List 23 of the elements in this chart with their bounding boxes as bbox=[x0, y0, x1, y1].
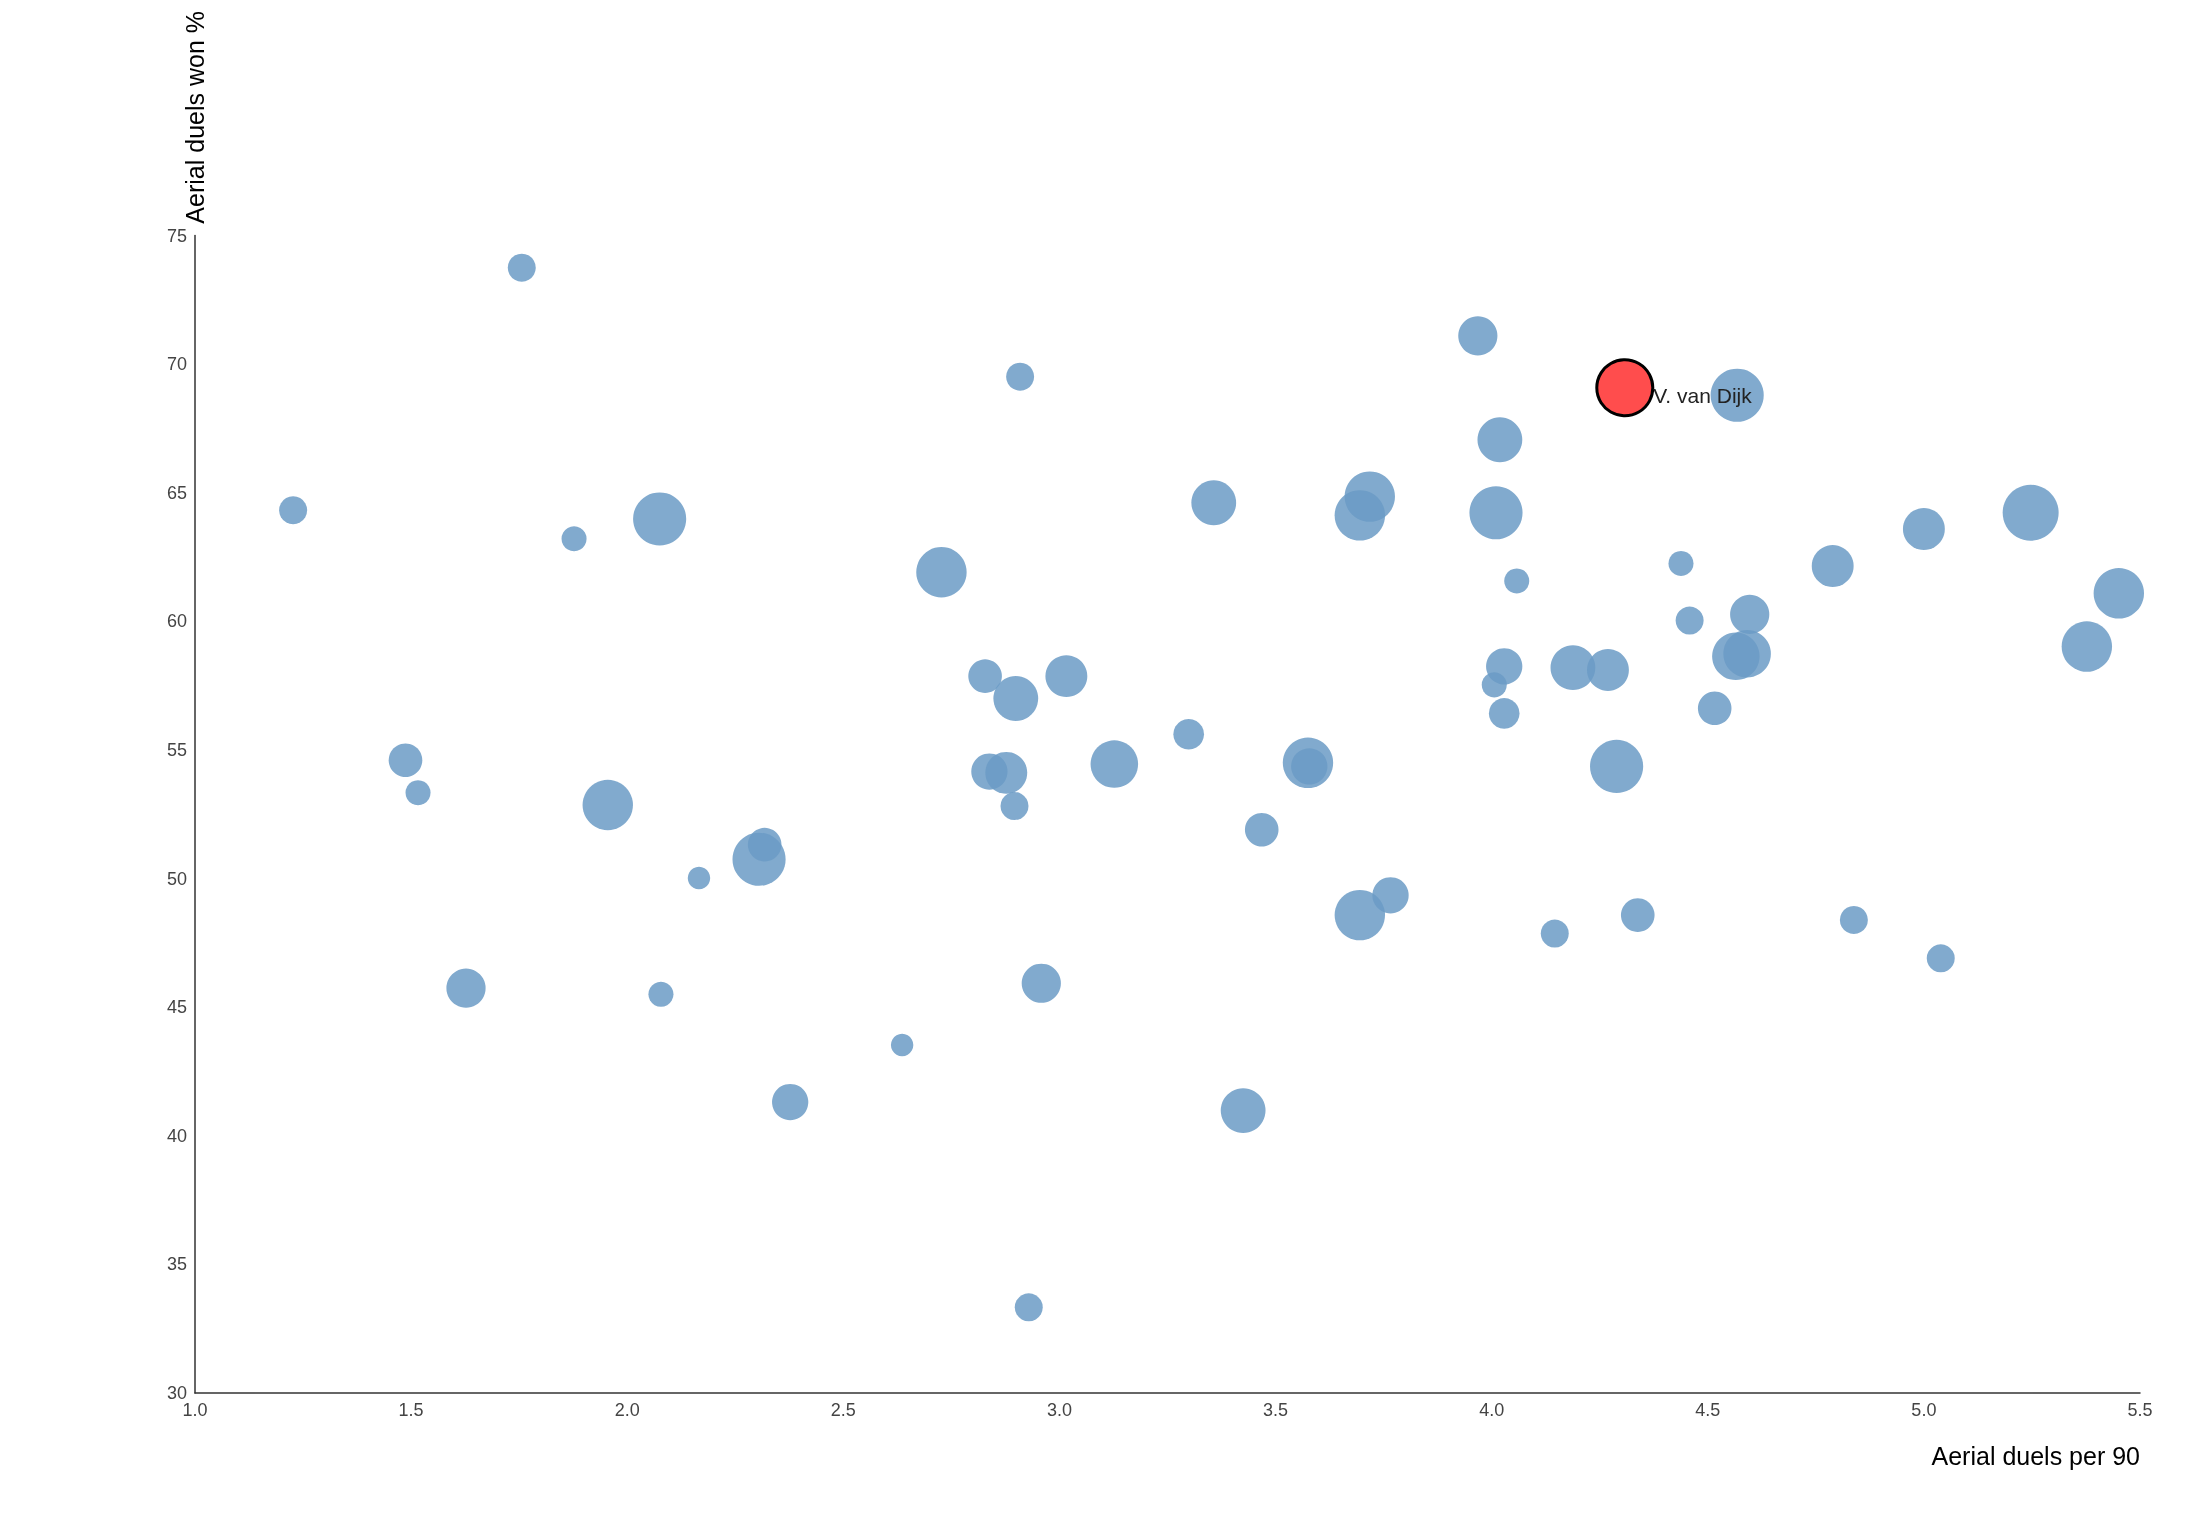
x-tick-label: 5.5 bbox=[2127, 1400, 2153, 1420]
y-tick-label: 45 bbox=[166, 997, 187, 1018]
y-tick-label: 30 bbox=[166, 1383, 187, 1403]
y-tick-label: 60 bbox=[166, 611, 187, 632]
y-tick-label: 50 bbox=[166, 868, 187, 889]
x-tick-label: 5.0 bbox=[1911, 1400, 1937, 1420]
x-tick-label: 4.0 bbox=[1479, 1400, 1505, 1420]
y-tick-label: 70 bbox=[166, 354, 187, 375]
series-label: V. van Dijk bbox=[1653, 384, 1753, 408]
y-tick-label: 35 bbox=[166, 1254, 187, 1275]
x-tick-label: 2.5 bbox=[830, 1400, 856, 1420]
x-tick-label: 1.0 bbox=[182, 1400, 208, 1420]
x-tick-label: 2.0 bbox=[614, 1400, 640, 1420]
x-tick-label: 4.5 bbox=[1695, 1400, 1721, 1420]
x-tick-label: 1.5 bbox=[398, 1400, 424, 1420]
y-tick-label: 65 bbox=[166, 482, 187, 503]
y-tick-label: 40 bbox=[166, 1125, 187, 1146]
y-tick-label: 75 bbox=[166, 225, 187, 246]
y-axis-title: Aerial duels won % bbox=[181, 11, 209, 224]
x-tick-label: 3.5 bbox=[1263, 1400, 1289, 1420]
y-tick-label: 55 bbox=[166, 739, 187, 760]
x-axis-title: Aerial duels per 90 bbox=[1931, 1441, 2140, 1470]
x-tick-label: 3.0 bbox=[1046, 1400, 1072, 1420]
